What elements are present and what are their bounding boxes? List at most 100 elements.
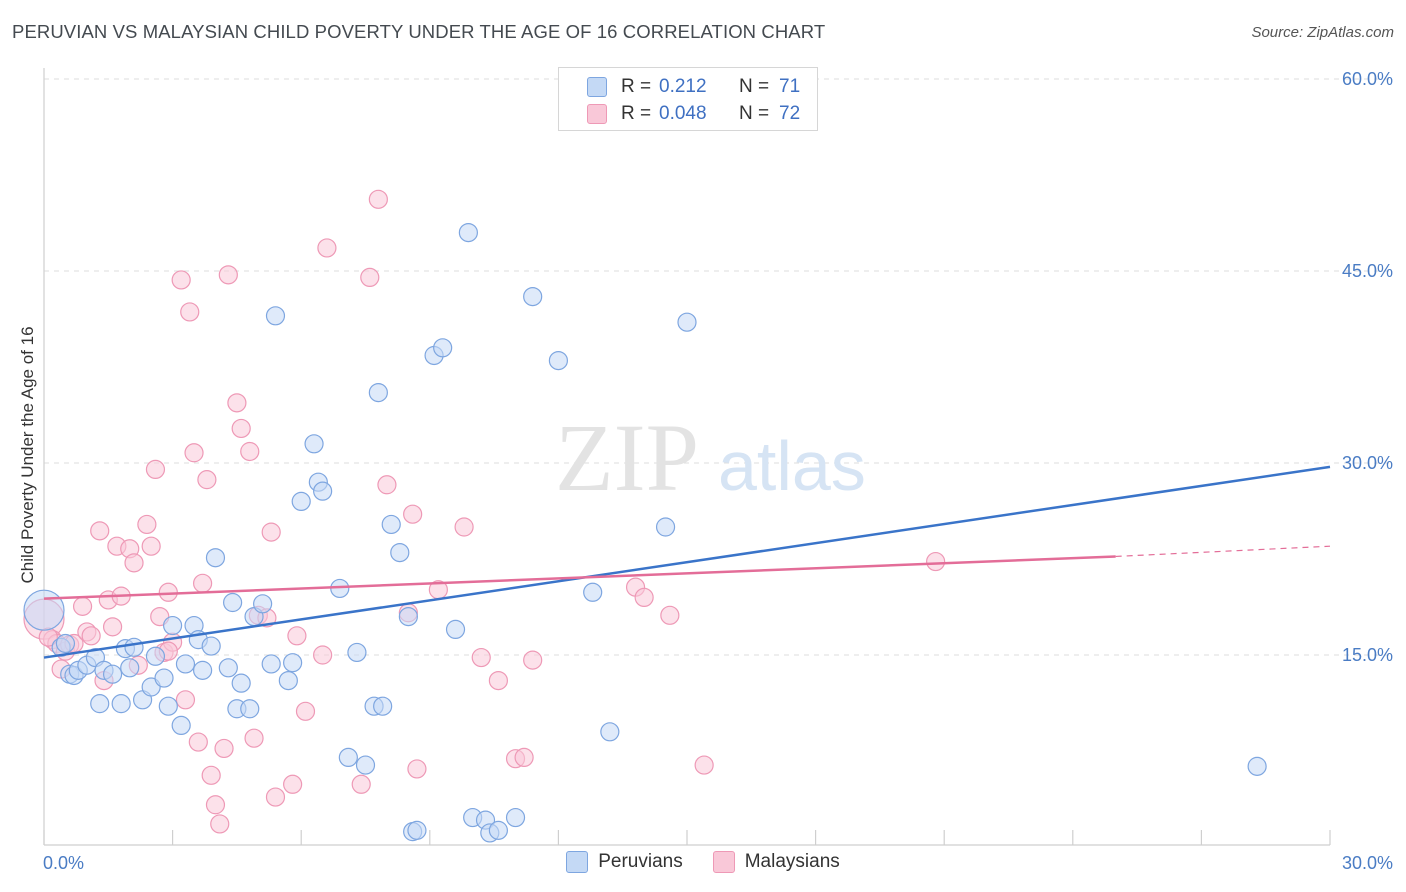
series-legend-swatch-malaysians — [712, 851, 735, 873]
malaysian-point — [102, 617, 123, 637]
malaysian-point — [158, 582, 178, 602]
malaysian-point — [295, 701, 316, 721]
series-legend-swatch-peruvians — [566, 851, 589, 873]
peruvian-point — [583, 582, 603, 602]
peruvian-point — [23, 589, 65, 631]
x-tick-label: 30.0% — [1342, 853, 1393, 873]
legend-n-value: 72 — [779, 103, 801, 124]
peruvian-point — [205, 548, 226, 568]
legend-n-value: 71 — [779, 76, 801, 97]
malaysian-point — [488, 670, 508, 691]
series-legend-label: Malaysians — [744, 851, 840, 872]
malaysian-point — [471, 647, 491, 668]
trend-lines — [43, 465, 1331, 659]
peruvian-point — [111, 694, 131, 714]
malaysian-point — [145, 459, 166, 479]
malaysian-point — [218, 265, 238, 285]
malaysian-point — [197, 470, 217, 490]
malaysian-point — [180, 302, 200, 322]
y-tick-label: 15.0% — [1342, 645, 1393, 665]
legend-r-value: 0.048 — [659, 103, 707, 124]
peruvian-point — [120, 658, 140, 678]
watermark: ZIP atlas — [555, 404, 866, 511]
malaysian-point — [660, 605, 680, 625]
malaysian-point — [193, 573, 213, 593]
legend-swatch-malaysians — [587, 104, 607, 124]
malaysian-point — [283, 774, 303, 794]
peruvian-point — [201, 636, 221, 656]
peruvian-point — [458, 223, 478, 243]
malaysian-point — [124, 553, 144, 573]
legend-row-malaysians: R = 0.048 N = 72 — [587, 102, 800, 126]
peruvian-point — [313, 481, 333, 501]
peruvian-point — [368, 383, 388, 403]
series-malaysians — [23, 189, 946, 834]
malaysian-point — [403, 504, 423, 524]
malaysian-point — [201, 765, 221, 785]
legend-n-label: N = — [739, 76, 770, 97]
malaysian-point — [261, 522, 281, 542]
trend-extension-malaysians — [1115, 545, 1331, 558]
peruvian-point — [488, 820, 508, 840]
malaysian-point — [188, 732, 208, 752]
peruvian-point — [240, 699, 260, 719]
malaysian-point — [141, 536, 161, 556]
series-legend-peruvians: Peruvians — [566, 851, 683, 873]
peruvian-point — [231, 673, 251, 693]
peruvian-point — [193, 660, 213, 680]
legend-r-label: R = — [621, 103, 652, 124]
peruvian-point — [278, 670, 298, 691]
peruvian-point — [398, 606, 418, 627]
watermark-zip: ZIP — [555, 404, 699, 511]
peruvian-point — [373, 696, 393, 716]
peruvian-point — [102, 664, 123, 684]
malaysian-point — [244, 728, 264, 748]
malaysian-point — [377, 475, 397, 495]
y-tick-label: 45.0% — [1342, 261, 1393, 281]
peruvian-point — [433, 338, 453, 358]
peruvian-point — [145, 646, 166, 666]
peruvian-point — [338, 747, 358, 768]
malaysian-point — [205, 795, 226, 815]
peruvian-point — [355, 755, 376, 775]
series-legend: Peruvians Malaysians — [0, 851, 1406, 873]
series-legend-malaysians: Malaysians — [712, 851, 840, 873]
peruvian-point — [124, 637, 144, 657]
malaysian-point — [231, 418, 251, 439]
malaysian-point — [184, 443, 204, 463]
x-tick-label: 0.0% — [43, 853, 84, 873]
malaysian-point — [210, 814, 230, 834]
watermark-atlas: atlas — [718, 427, 866, 505]
malaysian-point — [351, 774, 371, 794]
peruvian-point — [600, 722, 620, 742]
peruvian-point — [154, 668, 174, 688]
malaysian-point — [72, 596, 93, 616]
peruvian-point — [390, 542, 410, 563]
series-peruvians — [23, 223, 1267, 843]
series-legend-label: Peruvians — [598, 851, 683, 872]
malaysian-point — [368, 189, 388, 209]
malaysian-point — [171, 270, 191, 290]
malaysian-point — [287, 626, 307, 646]
axes — [43, 68, 1331, 846]
chart-title: PERUVIAN VS MALAYSIAN CHILD POVERTY UNDE… — [12, 21, 826, 42]
malaysian-point — [90, 521, 110, 541]
legend-r-label: R = — [621, 76, 652, 97]
peruvian-point — [523, 287, 543, 307]
correlation-legend: R = 0.212 N = 71 R = 0.048 N = 72 — [558, 67, 818, 131]
peruvian-point — [171, 715, 191, 736]
malaysian-point — [523, 650, 543, 670]
peruvian-point — [175, 654, 196, 674]
peruvian-point — [304, 434, 324, 454]
malaysian-point — [240, 441, 260, 462]
malaysian-point — [317, 238, 337, 258]
peruvian-point — [158, 696, 178, 716]
peruvian-point — [90, 694, 110, 714]
malaysian-point — [694, 755, 714, 775]
peruvian-point — [223, 592, 243, 613]
peruvian-point — [283, 653, 303, 673]
malaysian-point — [514, 747, 534, 768]
tick-labels: 15.0% 30.0% 45.0% 60.0% 0.0% 30.0% — [43, 69, 1393, 873]
y-tick-label: 30.0% — [1342, 453, 1393, 473]
